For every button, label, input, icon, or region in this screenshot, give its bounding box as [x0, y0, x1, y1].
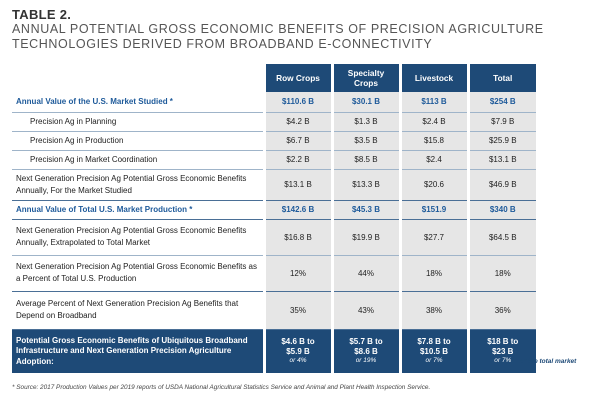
cell: $1.3 B [330, 111, 400, 131]
table-row: Annual Value of Total U.S. Market Produc… [12, 199, 536, 219]
cell: 35% [262, 290, 332, 329]
table-row: Average Percent of Next Generation Preci… [12, 290, 536, 329]
cell: 44% [330, 254, 400, 291]
final-cell-line2: $23 B [492, 346, 514, 356]
final-cell-row-crops: $4.6 B to $5.9 B or 4% [262, 328, 332, 373]
header-row: Row Crops Specialty Crops Livestock Tota… [12, 64, 536, 92]
cell: $64.5 B [466, 218, 536, 255]
final-cell-line2: $5.9 B [286, 346, 310, 356]
cell: $20.6 [398, 168, 468, 200]
cell: $2.4 [398, 149, 468, 169]
table-subtitle-line1: ANNUAL POTENTIAL GROSS ECONOMIC BENEFITS… [12, 22, 544, 36]
final-cell-livestock: $7.8 B to $10.5 B or 7% [398, 328, 468, 373]
table-row: Next Generation Precision Ag Potential G… [12, 218, 536, 255]
cell: $2.4 B [398, 111, 468, 131]
row-label: Next Generation Precision Ag Potential G… [12, 168, 264, 200]
cell: $7.9 B [466, 111, 536, 131]
final-cell-line3: or 7% [425, 357, 443, 364]
row-label: Next Generation Precision Ag Potential G… [12, 218, 264, 255]
final-cell-line1: $7.8 B to [417, 337, 451, 346]
col-header-total: Total [466, 64, 536, 92]
table-row: Precision Ag in Production $6.7 B $3.5 B… [12, 130, 536, 150]
final-cell-line1: $18 B to [487, 337, 519, 346]
final-cell-line2: $8.6 B [354, 346, 378, 356]
table-title-block: TABLE 2. ANNUAL POTENTIAL GROSS ECONOMIC… [12, 7, 582, 52]
final-cell-line1: $5.7 B to [349, 337, 383, 346]
final-cell-line3: or 19% [355, 357, 377, 364]
final-cell-line1: $4.6 B to [281, 337, 315, 346]
row-label: Annual Value of Total U.S. Market Produc… [12, 199, 264, 219]
table-row: Next Generation Precision Ag Potential G… [12, 254, 536, 291]
final-cell-total: $18 B to $23 B or 7% [466, 328, 536, 373]
cell: $2.2 B [262, 149, 332, 169]
final-row: Potential Gross Economic Benefits of Ubi… [12, 328, 536, 373]
cell: $27.7 [398, 218, 468, 255]
final-cell-specialty-crops: $5.7 B to $8.6 B or 19% [330, 328, 400, 373]
row-label: Average Percent of Next Generation Preci… [12, 290, 264, 329]
cell: $30.1 B [330, 92, 400, 112]
col-header-row-crops: Row Crops [262, 64, 332, 92]
final-cell-line3: or 4% [289, 357, 307, 364]
cell: $3.5 B [330, 130, 400, 150]
table-row: Precision Ag in Planning $4.2 B $1.3 B $… [12, 111, 536, 131]
final-cell-line3: or 7% [494, 357, 512, 364]
row-label: Precision Ag in Production [12, 130, 264, 150]
cell: $13.3 B [330, 168, 400, 200]
col-header-livestock: Livestock [398, 64, 468, 92]
cell: $6.7 B [262, 130, 332, 150]
table-subtitle-line2: TECHNOLOGIES DERIVED FROM BROADBAND E-CO… [12, 37, 433, 51]
benefits-table: Row Crops Specialty Crops Livestock Tota… [12, 64, 536, 373]
cell: $13.1 B [466, 149, 536, 169]
table-title: TABLE 2. [12, 7, 72, 22]
cell: $113 B [398, 92, 468, 112]
table-row: Annual Value of the U.S. Market Studied … [12, 92, 536, 112]
cell: $254 B [466, 92, 536, 112]
cell: $16.8 B [262, 218, 332, 255]
cell: $340 B [466, 199, 536, 219]
cell: 36% [466, 290, 536, 329]
cell: 18% [398, 254, 468, 291]
table-row: Next Generation Precision Ag Potential G… [12, 168, 536, 200]
source-footnote: * Source: 2017 Production Values per 201… [12, 384, 431, 391]
row-label: Next Generation Precision Ag Potential G… [12, 254, 264, 291]
cell: 18% [466, 254, 536, 291]
col-header-specialty-crops: Specialty Crops [330, 64, 400, 92]
cell: 38% [398, 290, 468, 329]
cell: $45.3 B [330, 199, 400, 219]
cell: $25.9 B [466, 130, 536, 150]
total-market-note: of the total market [520, 358, 577, 365]
cell: 12% [262, 254, 332, 291]
header-empty [12, 64, 264, 92]
cell: $19.9 B [330, 218, 400, 255]
cell: $142.6 B [262, 199, 332, 219]
row-label: Annual Value of the U.S. Market Studied … [16, 96, 173, 106]
final-row-label: Potential Gross Economic Benefits of Ubi… [12, 328, 264, 373]
cell: 43% [330, 290, 400, 329]
cell: $15.8 [398, 130, 468, 150]
row-label: Precision Ag in Market Coordination [12, 149, 264, 169]
cell: $46.9 B [466, 168, 536, 200]
final-cell-line2: $10.5 B [419, 346, 449, 356]
cell: $8.5 B [330, 149, 400, 169]
table-row: Precision Ag in Market Coordination $2.2… [12, 149, 536, 169]
cell: $110.6 B [262, 92, 332, 112]
col-header-specialty-label: Specialty Crops [347, 68, 385, 88]
cell: $13.1 B [262, 168, 332, 200]
cell: $4.2 B [262, 111, 332, 131]
row-label: Precision Ag in Planning [12, 111, 264, 131]
cell: $151.9 [398, 199, 468, 219]
